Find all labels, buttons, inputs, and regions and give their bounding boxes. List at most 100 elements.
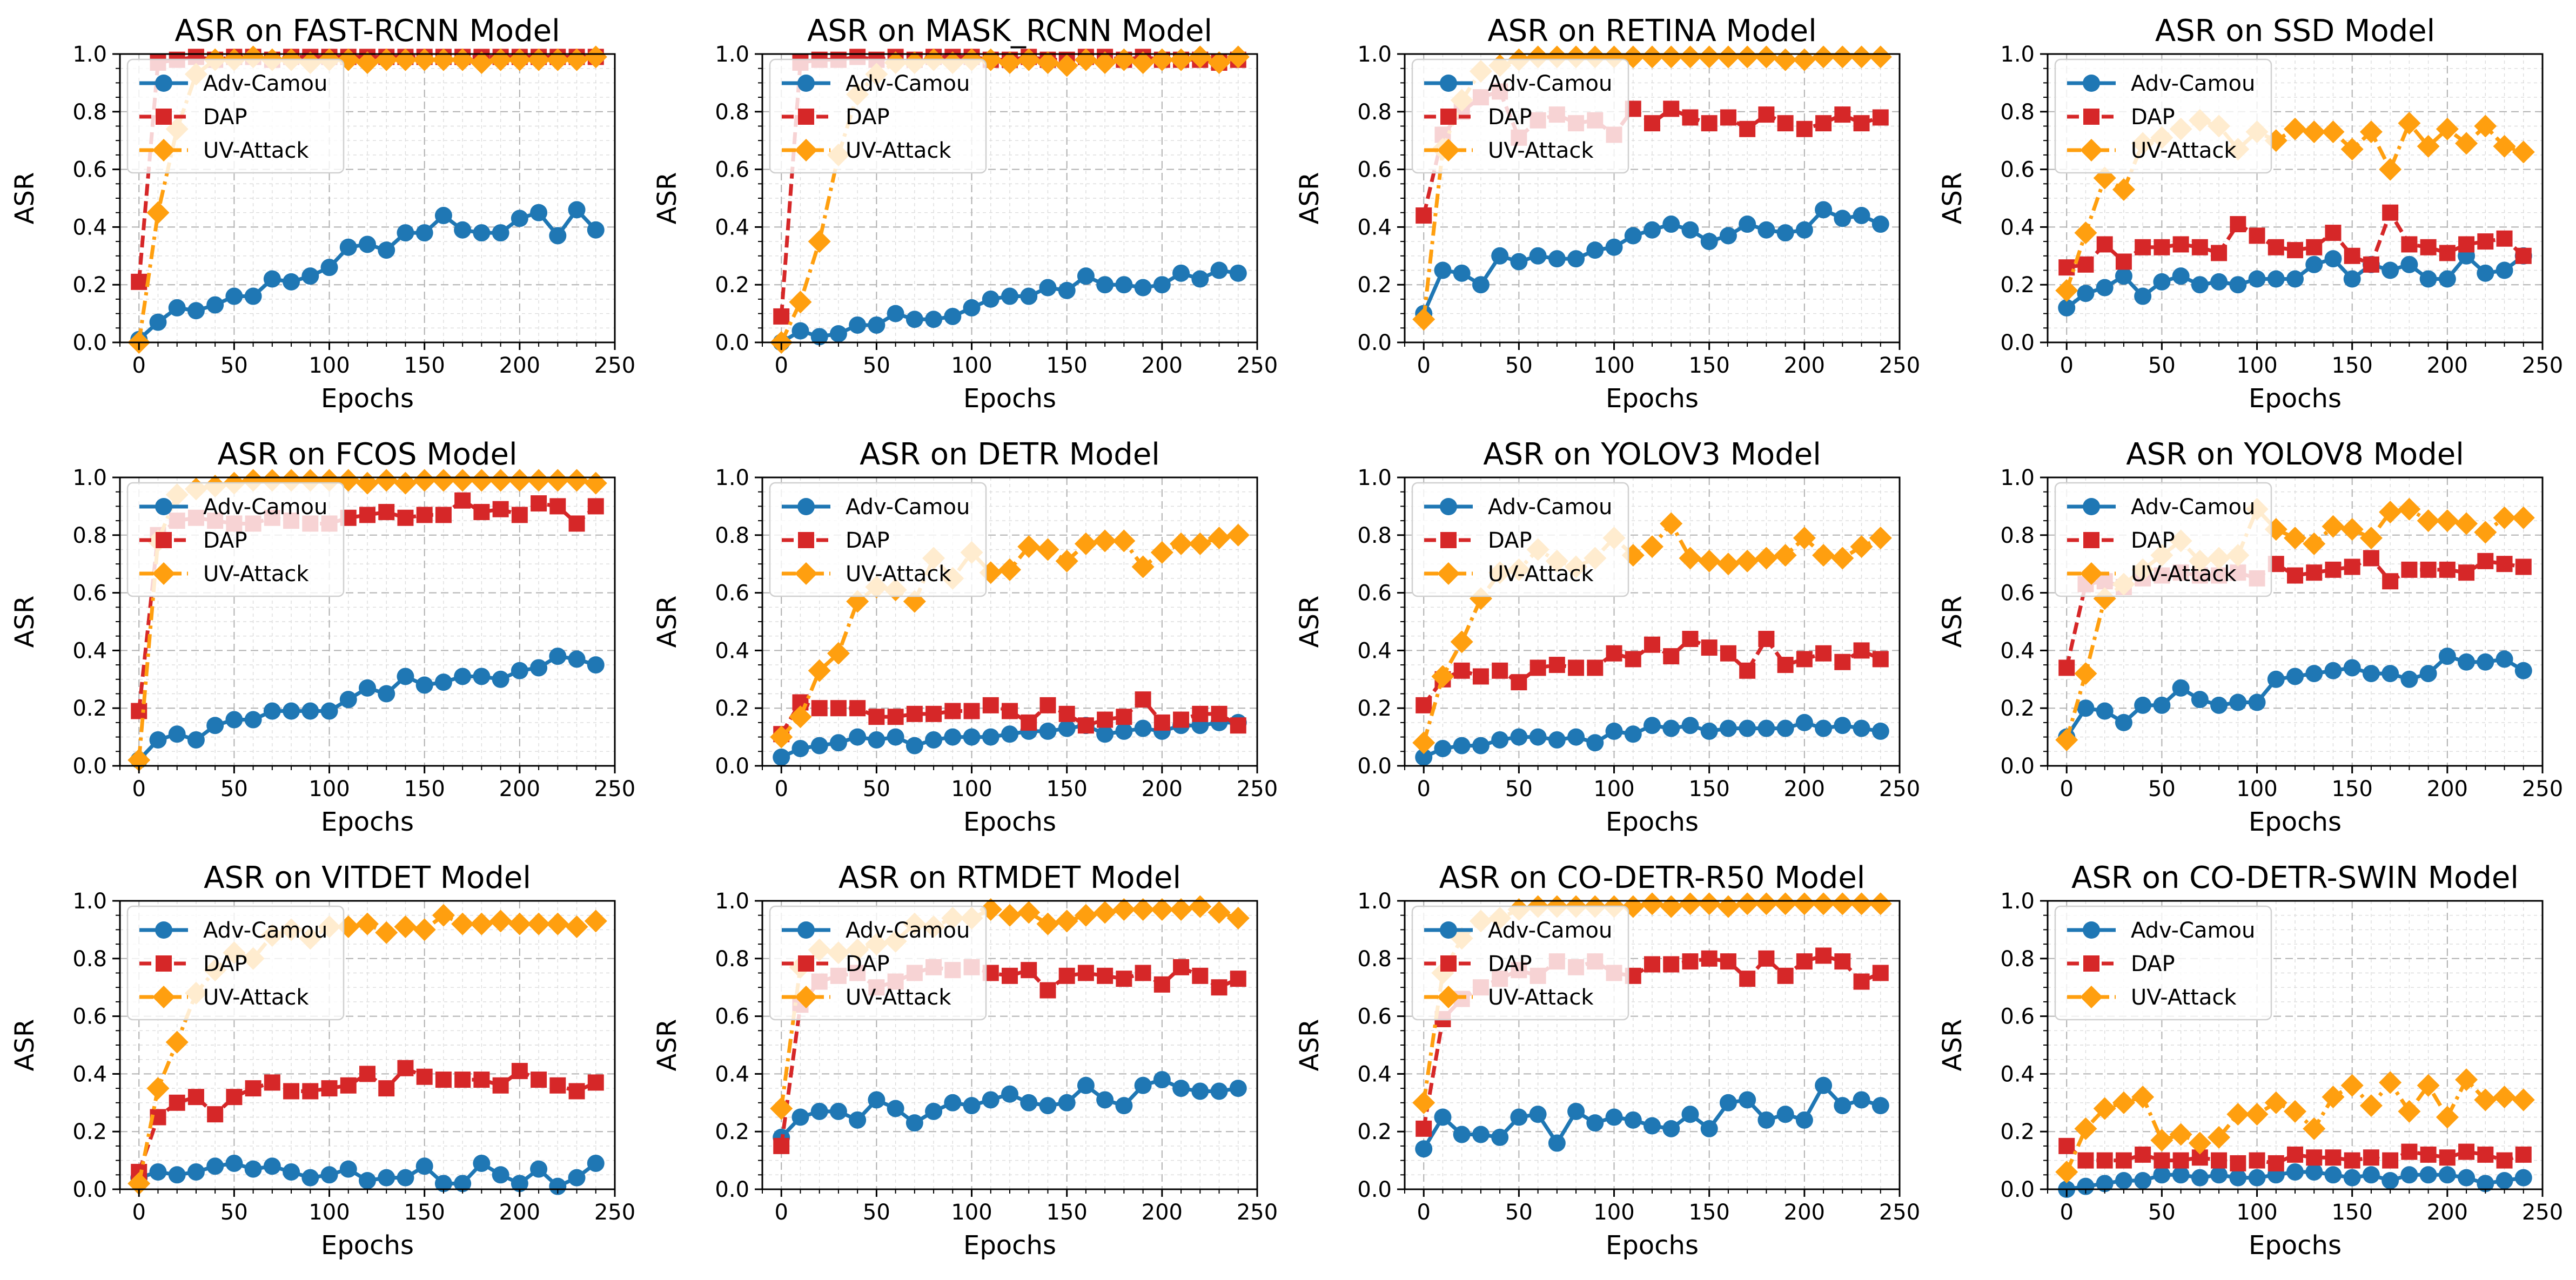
data-point-adv-camou [1115, 723, 1132, 740]
legend-label-adv-camou: Adv-Camou [203, 495, 327, 520]
data-point-adv-camou [2229, 276, 2246, 293]
data-point-adv-camou [1625, 227, 1642, 244]
data-point-dap [588, 498, 604, 514]
data-point-adv-camou [1720, 720, 1737, 737]
data-point-dap [302, 1083, 318, 1099]
data-point-uv-attack [2512, 507, 2535, 529]
data-point-dap [1416, 697, 1432, 713]
data-point-uv-attack [1641, 892, 1663, 915]
x-tick-label: 100 [308, 353, 350, 378]
data-point-dap [2497, 556, 2513, 572]
data-point-adv-camou [2439, 1166, 2456, 1183]
x-tick-label: 0 [132, 353, 146, 378]
x-tick-label: 50 [863, 777, 890, 801]
data-point-adv-camou [2420, 271, 2437, 288]
data-point-adv-camou [1662, 215, 1680, 233]
y-tick-label: 0.8 [72, 100, 107, 125]
data-point-adv-camou [1491, 731, 1508, 749]
data-point-dap [2477, 1147, 2493, 1163]
x-tick-label: 0 [775, 353, 788, 378]
data-point-adv-camou [225, 288, 243, 305]
data-point-dap [1192, 706, 1208, 722]
data-point-uv-attack [2512, 141, 2535, 164]
data-point-uv-attack [2150, 1129, 2173, 1151]
data-point-dap [1530, 659, 1546, 676]
data-point-adv-camou [225, 711, 243, 729]
data-point-dap [1758, 106, 1774, 123]
data-point-adv-camou [849, 729, 866, 746]
data-point-adv-camou [963, 299, 981, 316]
legend-label-adv-camou: Adv-Camou [2131, 495, 2255, 520]
data-point-adv-camou [2191, 276, 2209, 293]
data-point-adv-camou [169, 299, 186, 316]
data-point-adv-camou [982, 1091, 999, 1108]
data-point-dap [1059, 968, 1075, 984]
data-point-dap [2192, 239, 2208, 255]
legend: Adv-CamouDAPUV-Attack [2055, 906, 2271, 1020]
data-point-adv-camou [359, 1172, 376, 1189]
x-tick-label: 50 [2148, 353, 2176, 378]
data-point-dap [1473, 668, 1489, 684]
x-tick-label: 100 [951, 353, 992, 378]
data-point-adv-camou [264, 271, 281, 288]
data-point-adv-camou [2477, 654, 2494, 671]
legend-marker-adv-camou [155, 921, 172, 939]
subplot-asr-on-mask-rcnn-model: 0 50 100 150 200 2500.00.20.40.60.81.0ASR on … [652, 14, 1278, 414]
chart-title: ASR on MASK_RCNN Model [807, 14, 1212, 49]
data-point-adv-camou [1530, 247, 1547, 265]
data-point-adv-camou [549, 648, 566, 665]
legend-label-dap: DAP [1488, 952, 1532, 976]
data-point-dap [2268, 239, 2284, 255]
y-tick-label: 0.6 [715, 581, 749, 606]
subplot-asr-on-co-detr-swin-model: 0 50 100 150 200 250 0.0 0.2 0.4 0.6 0.8 1.0 ASR on … [1937, 860, 2563, 1261]
data-point-adv-camou [2268, 671, 2285, 688]
x-tick-label: 100 [951, 1200, 992, 1225]
data-point-adv-camou [830, 734, 847, 751]
data-point-adv-camou [1872, 723, 1889, 740]
legend-label-dap: DAP [203, 952, 247, 976]
data-point-adv-camou [830, 325, 847, 342]
data-point-uv-attack [566, 469, 588, 491]
data-point-adv-camou [1434, 740, 1451, 757]
data-point-dap [1682, 631, 1698, 647]
data-point-uv-attack [1227, 524, 1250, 547]
data-point-uv-attack [1208, 901, 1231, 924]
data-point-adv-camou [1643, 221, 1661, 239]
data-point-dap [849, 700, 866, 716]
x-tick-label: 100 [2236, 777, 2277, 801]
y-tick-label: 1.0 [72, 889, 107, 914]
data-point-uv-attack [789, 291, 811, 313]
data-point-dap [1873, 965, 1889, 981]
data-point-dap [1815, 115, 1832, 131]
x-tick-label: 250 [1237, 353, 1278, 378]
x-tick-label: 200 [2427, 1200, 2468, 1225]
chart-title: ASR on CO-DETR-R50 Model [1439, 860, 1866, 895]
data-point-dap [454, 1072, 471, 1088]
data-point-adv-camou [1058, 282, 1076, 299]
y-axis-label: ASR [1937, 172, 1968, 225]
x-tick-label: 150 [2332, 1200, 2373, 1225]
legend-marker-dap [2083, 109, 2099, 125]
y-tick-label: 1.0 [2000, 889, 2035, 914]
x-tick-label: 250 [1879, 353, 1920, 378]
legend-marker-adv-camou [155, 75, 172, 92]
x-tick-label: 150 [2332, 353, 2373, 378]
data-point-dap [493, 1077, 509, 1094]
data-point-dap [2420, 1147, 2437, 1163]
data-point-adv-camou [2420, 665, 2437, 682]
data-point-dap [1796, 953, 1813, 969]
data-point-dap [1854, 974, 1870, 990]
chart-title: ASR on FCOS Model [218, 437, 518, 472]
data-point-dap [397, 1060, 413, 1076]
data-point-adv-camou [2382, 262, 2399, 279]
data-point-adv-camou [1230, 1080, 1247, 1097]
legend-label-adv-camou: Adv-Camou [846, 918, 970, 943]
data-point-adv-camou [1039, 723, 1056, 740]
data-point-adv-camou [1548, 731, 1566, 749]
data-point-adv-camou [1001, 288, 1018, 305]
data-point-adv-camou [2153, 273, 2170, 291]
data-point-adv-camou [473, 224, 490, 241]
data-point-adv-camou [2153, 1166, 2170, 1183]
y-tick-label: 0.0 [715, 754, 749, 779]
data-point-adv-camou [1567, 1103, 1585, 1120]
